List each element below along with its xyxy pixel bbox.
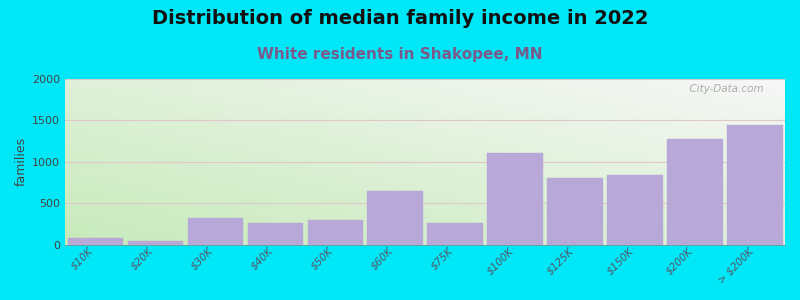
Y-axis label: families: families: [15, 137, 28, 186]
Text: City-Data.com: City-Data.com: [682, 84, 763, 94]
Bar: [187, 218, 242, 244]
Text: Distribution of median family income in 2022: Distribution of median family income in …: [152, 9, 648, 28]
Bar: [607, 175, 662, 244]
Bar: [487, 154, 542, 244]
Bar: [367, 191, 422, 244]
Bar: [127, 241, 182, 244]
Bar: [307, 220, 362, 244]
Bar: [547, 178, 602, 244]
Bar: [727, 125, 782, 244]
Bar: [247, 223, 302, 244]
Bar: [667, 140, 722, 244]
Bar: [67, 238, 122, 244]
Text: White residents in Shakopee, MN: White residents in Shakopee, MN: [258, 46, 542, 62]
Bar: [427, 224, 482, 244]
